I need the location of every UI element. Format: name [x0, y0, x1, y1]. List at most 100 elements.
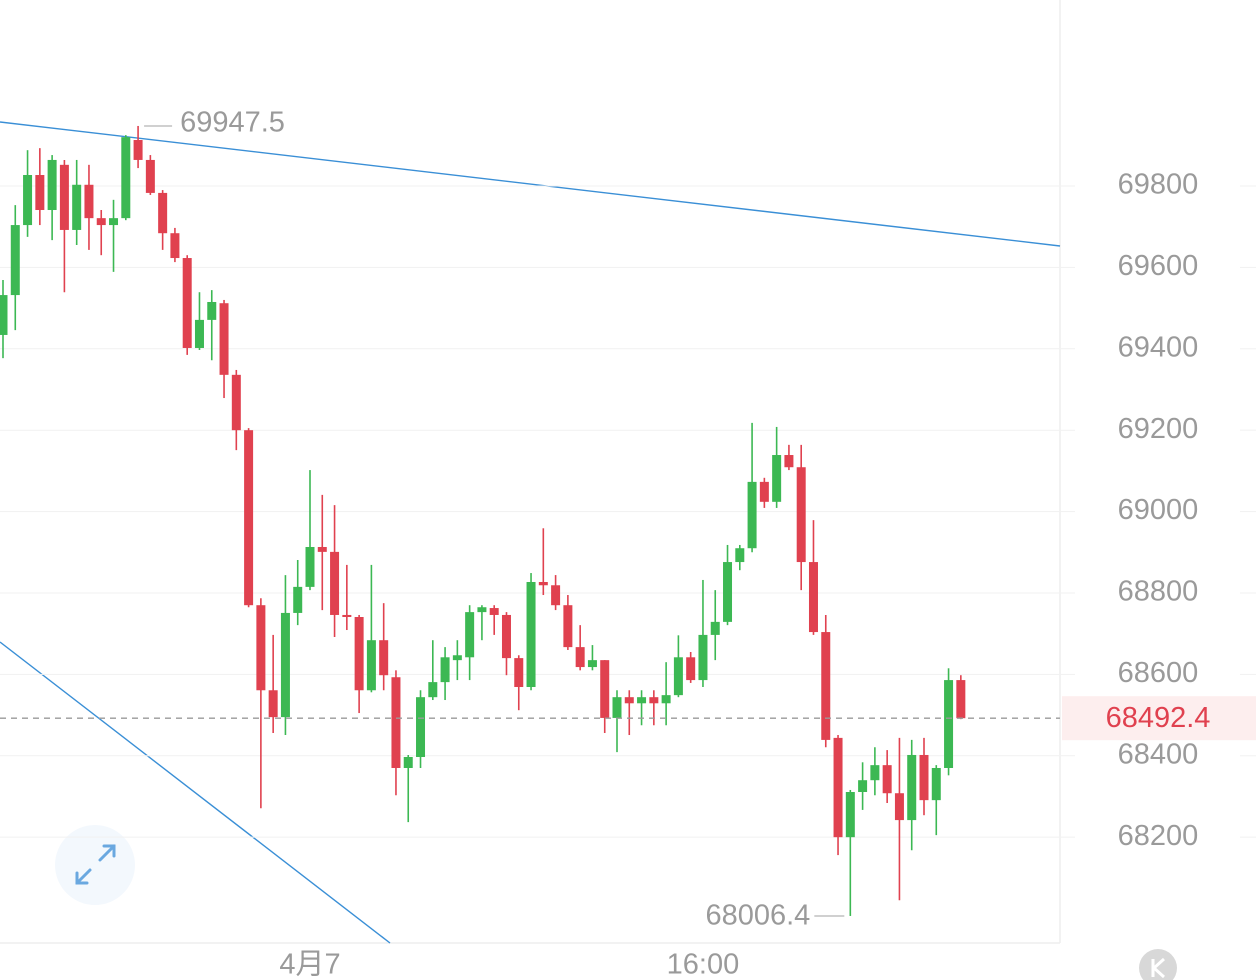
- candle-body: [845, 792, 855, 838]
- y-tick-label: 68400: [1118, 738, 1199, 770]
- expand-icon: [75, 844, 116, 885]
- x-tick-label: 16:00: [667, 949, 740, 980]
- candle-body: [624, 697, 634, 704]
- candle-body: [145, 159, 155, 193]
- y-tick-label: 69200: [1118, 413, 1199, 445]
- candle-body: [686, 657, 696, 681]
- candle-body: [489, 608, 499, 615]
- candle-body: [514, 658, 524, 688]
- y-tick-label: 69000: [1118, 494, 1199, 526]
- kline-icon: [1151, 957, 1166, 979]
- candle-body: [109, 218, 119, 226]
- candle-body: [330, 551, 340, 615]
- candle-body: [551, 585, 561, 606]
- candle-body: [870, 765, 880, 781]
- candle-body: [268, 690, 278, 718]
- trend-line: [0, 121, 1061, 247]
- candle-body: [759, 481, 769, 502]
- candle-body: [710, 621, 720, 635]
- max-label: 69947.5: [180, 107, 285, 139]
- candle-body: [293, 586, 303, 613]
- candle-body: [858, 780, 868, 793]
- candle-body: [354, 616, 364, 691]
- candle-body: [944, 680, 954, 768]
- y-tick-label: 69400: [1118, 331, 1199, 363]
- candle-body: [305, 546, 315, 587]
- candle-body: [833, 737, 843, 838]
- candle-body: [649, 697, 659, 704]
- candle-body: [35, 175, 45, 211]
- y-tick-label: 68800: [1118, 576, 1199, 608]
- candle-body: [244, 430, 254, 606]
- candle-body: [931, 767, 941, 801]
- candle-body: [170, 233, 180, 259]
- candle-body: [526, 581, 536, 688]
- candle-body: [538, 581, 548, 586]
- candle-body: [158, 192, 168, 234]
- candle-body: [600, 660, 610, 718]
- candle-body: [501, 614, 511, 659]
- candle-body: [84, 184, 94, 219]
- candle-body: [772, 455, 782, 502]
- candle-body: [366, 640, 376, 691]
- candle-body: [673, 657, 683, 696]
- last-price-label: 68492.4: [1106, 702, 1211, 734]
- candle-body: [10, 225, 20, 296]
- candle-body: [894, 793, 904, 821]
- candle-body: [342, 614, 352, 617]
- candle-body: [735, 548, 745, 563]
- y-tick-label: 69600: [1118, 250, 1199, 282]
- y-tick-label: 68200: [1118, 820, 1199, 852]
- candle-body: [723, 562, 733, 622]
- x-tick-label: 4月7: [279, 949, 340, 980]
- candle-body: [784, 455, 794, 468]
- candle-body: [317, 546, 327, 552]
- expand-button[interactable]: [55, 825, 135, 905]
- candle-body: [563, 605, 573, 648]
- candle-body: [907, 754, 917, 821]
- candle-body: [919, 754, 929, 801]
- candle-body: [72, 184, 82, 230]
- candle-body: [391, 677, 401, 768]
- candle-body: [808, 562, 818, 633]
- candle-body: [747, 481, 757, 549]
- candle-body: [637, 697, 647, 704]
- candle-body: [587, 660, 597, 668]
- candle-body: [59, 164, 69, 230]
- candle-body: [821, 632, 831, 740]
- candle-body: [882, 765, 892, 794]
- candle-body: [956, 680, 966, 719]
- min-label: 68006.4: [705, 900, 810, 932]
- candle-body: [280, 612, 290, 718]
- candle-body: [796, 467, 806, 563]
- candle-body: [207, 301, 217, 320]
- candle-body: [379, 640, 389, 676]
- last-price-bg: [1062, 696, 1256, 741]
- candle-body: [23, 175, 33, 226]
- candle-body: [575, 647, 585, 668]
- trend-line: [0, 641, 391, 944]
- candle-body: [133, 140, 143, 160]
- candle-body: [219, 303, 229, 375]
- candle-body: [452, 655, 462, 661]
- candle-body: [440, 657, 450, 683]
- candle-body: [465, 612, 475, 658]
- candle-body: [182, 258, 192, 348]
- candle-body: [121, 137, 131, 219]
- candle-body: [416, 697, 426, 758]
- candle-body: [96, 218, 106, 226]
- candle-body: [612, 697, 622, 718]
- candle-body: [698, 634, 708, 681]
- y-tick-label: 69800: [1118, 169, 1199, 201]
- candle-body: [231, 374, 241, 431]
- candle-body: [428, 682, 438, 698]
- y-tick-label: 68600: [1118, 657, 1199, 689]
- candle-body: [47, 159, 57, 211]
- kline-button[interactable]: [1139, 949, 1177, 980]
- candle-body: [661, 695, 671, 704]
- candle-body: [403, 757, 413, 768]
- candle-body: [0, 295, 8, 335]
- candle-body: [256, 605, 266, 691]
